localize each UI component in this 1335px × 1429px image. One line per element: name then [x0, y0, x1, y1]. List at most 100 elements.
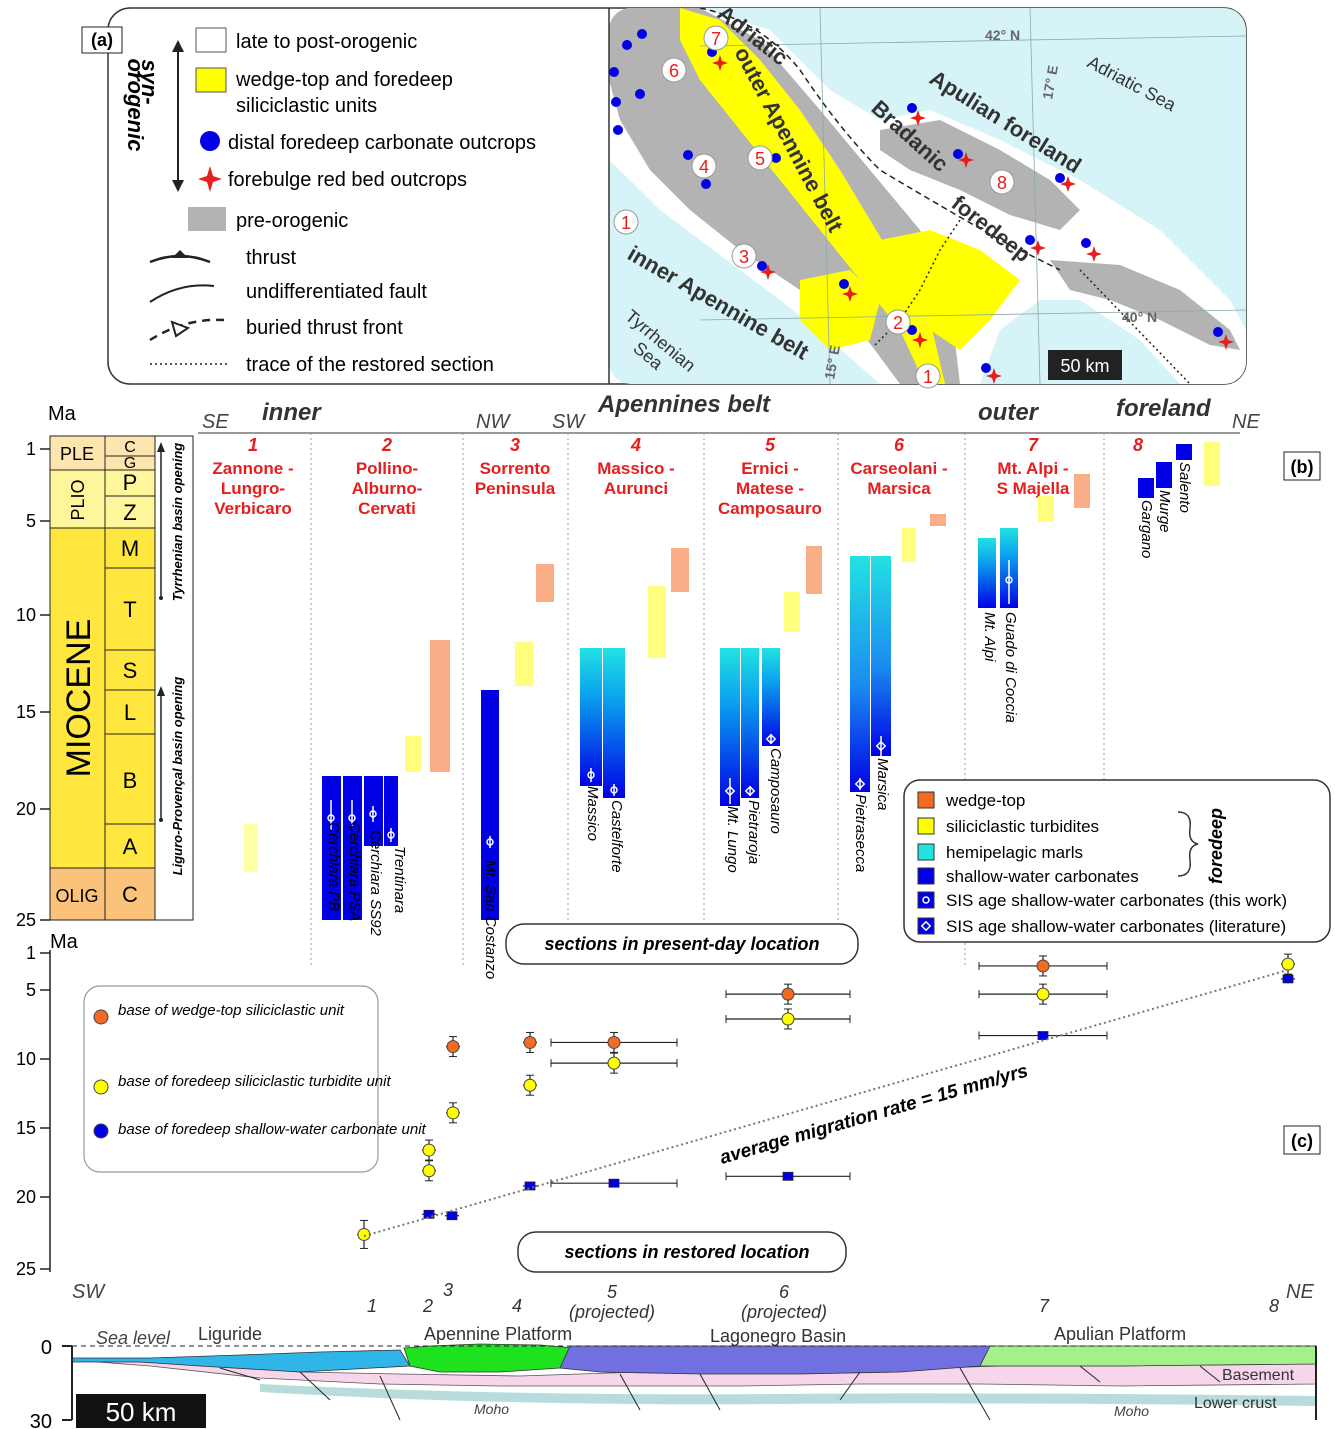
turbidite-point: [1281, 957, 1295, 971]
lower-crust-label: Lower crust: [1194, 1395, 1277, 1412]
wedge-top-point: [523, 1035, 537, 1049]
legend-c-wedge-top: base of wedge-top siliciclastic unit: [118, 1002, 345, 1019]
legend-carbonate: distal foredeep carbonate outcrops: [228, 132, 536, 154]
panel-c-tag-box: [1283, 1125, 1321, 1155]
data-point: [357, 1219, 371, 1249]
apulian-platform-label: Apulian Platform: [1054, 1324, 1186, 1344]
marls-swatch: [917, 843, 935, 861]
svg-text:syn-: syn-: [137, 59, 162, 104]
data-point: [446, 1036, 460, 1058]
section-number-4: 4: [630, 435, 641, 455]
svg-text:G: G: [124, 455, 136, 472]
column-labels: Cerchiara PB Cerchiara PSA Cerchiara SS92 T…: [325, 462, 1193, 979]
head-sw: SW: [552, 411, 586, 433]
legend-c-wedge-top-dot: [93, 1009, 109, 1025]
panel-c-ytick: 5: [26, 980, 36, 1000]
tyrrhenian-basin-label: Tyrrhenian basin opening: [170, 443, 185, 601]
depth-thirty: 30: [30, 1411, 52, 1429]
carbonate-point: [782, 1171, 794, 1181]
head-se: SE: [202, 411, 229, 433]
section-name-line1: Sorrento: [480, 459, 551, 478]
column-label: Salento: [1176, 462, 1193, 513]
wedge-top-point: [607, 1035, 621, 1049]
section-name-line2: Lungro-: [221, 479, 285, 498]
panel-b-ma-label: Ma: [48, 403, 77, 425]
restored-label: sections in restored location: [564, 1242, 809, 1262]
lat-40-label: 40° N: [1122, 309, 1157, 325]
panel-b-ytick: 25: [16, 910, 36, 930]
data-point: [978, 983, 1108, 1005]
panel-b-ytick: 1: [26, 439, 36, 459]
map-scale-bar: [1048, 350, 1122, 380]
data-point: [1281, 974, 1295, 984]
legend-b-sis-literature: SIS age shallow-water carbonates (litera…: [946, 917, 1286, 936]
svg-text:P: P: [123, 470, 138, 495]
panel-b-ytick: 15: [16, 702, 36, 722]
data-point: [550, 1052, 678, 1074]
panel-c-xlabel: (projected): [569, 1302, 655, 1322]
svg-text:4: 4: [699, 157, 709, 177]
epoch-olig: OLIG: [55, 886, 98, 906]
section-name-line2: Matese -: [736, 479, 804, 498]
data-point: [523, 1031, 537, 1053]
red-bed-star-icon: [198, 166, 222, 192]
section-name-line3: Cervati: [358, 499, 416, 518]
legend-buried-thrust: buried thrust front: [246, 317, 403, 339]
column-label: Gargano: [1138, 500, 1155, 558]
svg-text:2: 2: [893, 313, 903, 333]
panel-b-ytick: 10: [16, 605, 36, 625]
panel-c-ne: NE: [1286, 1281, 1314, 1303]
section-name-line2: S Majella: [997, 479, 1070, 498]
panel-c-sw: SW: [72, 1281, 106, 1303]
section-name-line3: Camposauro: [718, 499, 822, 518]
carbonate-point: [608, 1178, 620, 1188]
sea-level-label: Sea level: [96, 1328, 171, 1348]
legend-b-carbonates: shallow-water carbonates: [946, 867, 1139, 886]
column-label: Mt. Alpi: [981, 612, 998, 662]
section-number-6: 6: [894, 435, 905, 455]
panel-c-xlabel: 7: [1039, 1296, 1050, 1316]
legend-siliciclastic-2: siliciclastic units: [236, 95, 377, 117]
column-label: Pietrasecca: [852, 794, 869, 872]
buried-thrust-front-line: [699, 7, 1061, 271]
carbonate-point: [1282, 974, 1294, 984]
moho-label-1: Moho: [474, 1401, 509, 1417]
data-point: [523, 1181, 537, 1191]
carbonate-outcrop-icon: [200, 131, 220, 151]
panel-c-ytick: 15: [16, 1118, 36, 1138]
carbonate-point: [446, 1211, 458, 1221]
data-point: [725, 1171, 851, 1181]
legend-pre-orogenic-swatch: [188, 207, 226, 231]
buried-thrust-icon: [149, 318, 225, 342]
panel-c-ytick: 10: [16, 1049, 36, 1069]
panel-c-xlabel: 4: [512, 1296, 522, 1316]
carbonate-point: [423, 1209, 435, 1219]
panel-c-scatter: [357, 953, 1295, 1249]
panel-c-ytick: 20: [16, 1187, 36, 1207]
section-name-line1: Massico -: [597, 459, 674, 478]
restored-cross-section: [62, 1343, 1317, 1421]
panel-c-xlabel: 3: [443, 1280, 453, 1300]
legend-section-trace: trace of the restored section: [246, 354, 494, 376]
epoch-ple: PLE: [60, 444, 94, 464]
turbidite-point: [422, 1164, 436, 1178]
section-number-3: 3: [510, 435, 520, 455]
head-foreland: foreland: [1116, 395, 1212, 422]
turbidites-swatch: [917, 817, 935, 835]
data-point: [422, 1139, 436, 1161]
liguro-provencal-label: Liguro-Provençal basin opening: [170, 677, 185, 876]
panel-c-legend: [83, 985, 379, 1173]
column-label: Cerchiara PB: [325, 822, 342, 911]
svg-text:C: C: [122, 882, 138, 907]
panel-b-legend: [903, 779, 1331, 943]
depth-zero: 0: [41, 1337, 52, 1359]
panel-c-xlabel: 5: [607, 1282, 618, 1302]
data-point: [725, 1008, 851, 1030]
column-label: Guado di Coccia: [1002, 612, 1019, 723]
data-point: [446, 1102, 460, 1124]
panel-c-xlabel: 2: [422, 1296, 433, 1316]
map-graticule: [699, 7, 1247, 385]
liguride-label: Liguride: [198, 1324, 262, 1344]
svg-text:1: 1: [621, 213, 631, 233]
